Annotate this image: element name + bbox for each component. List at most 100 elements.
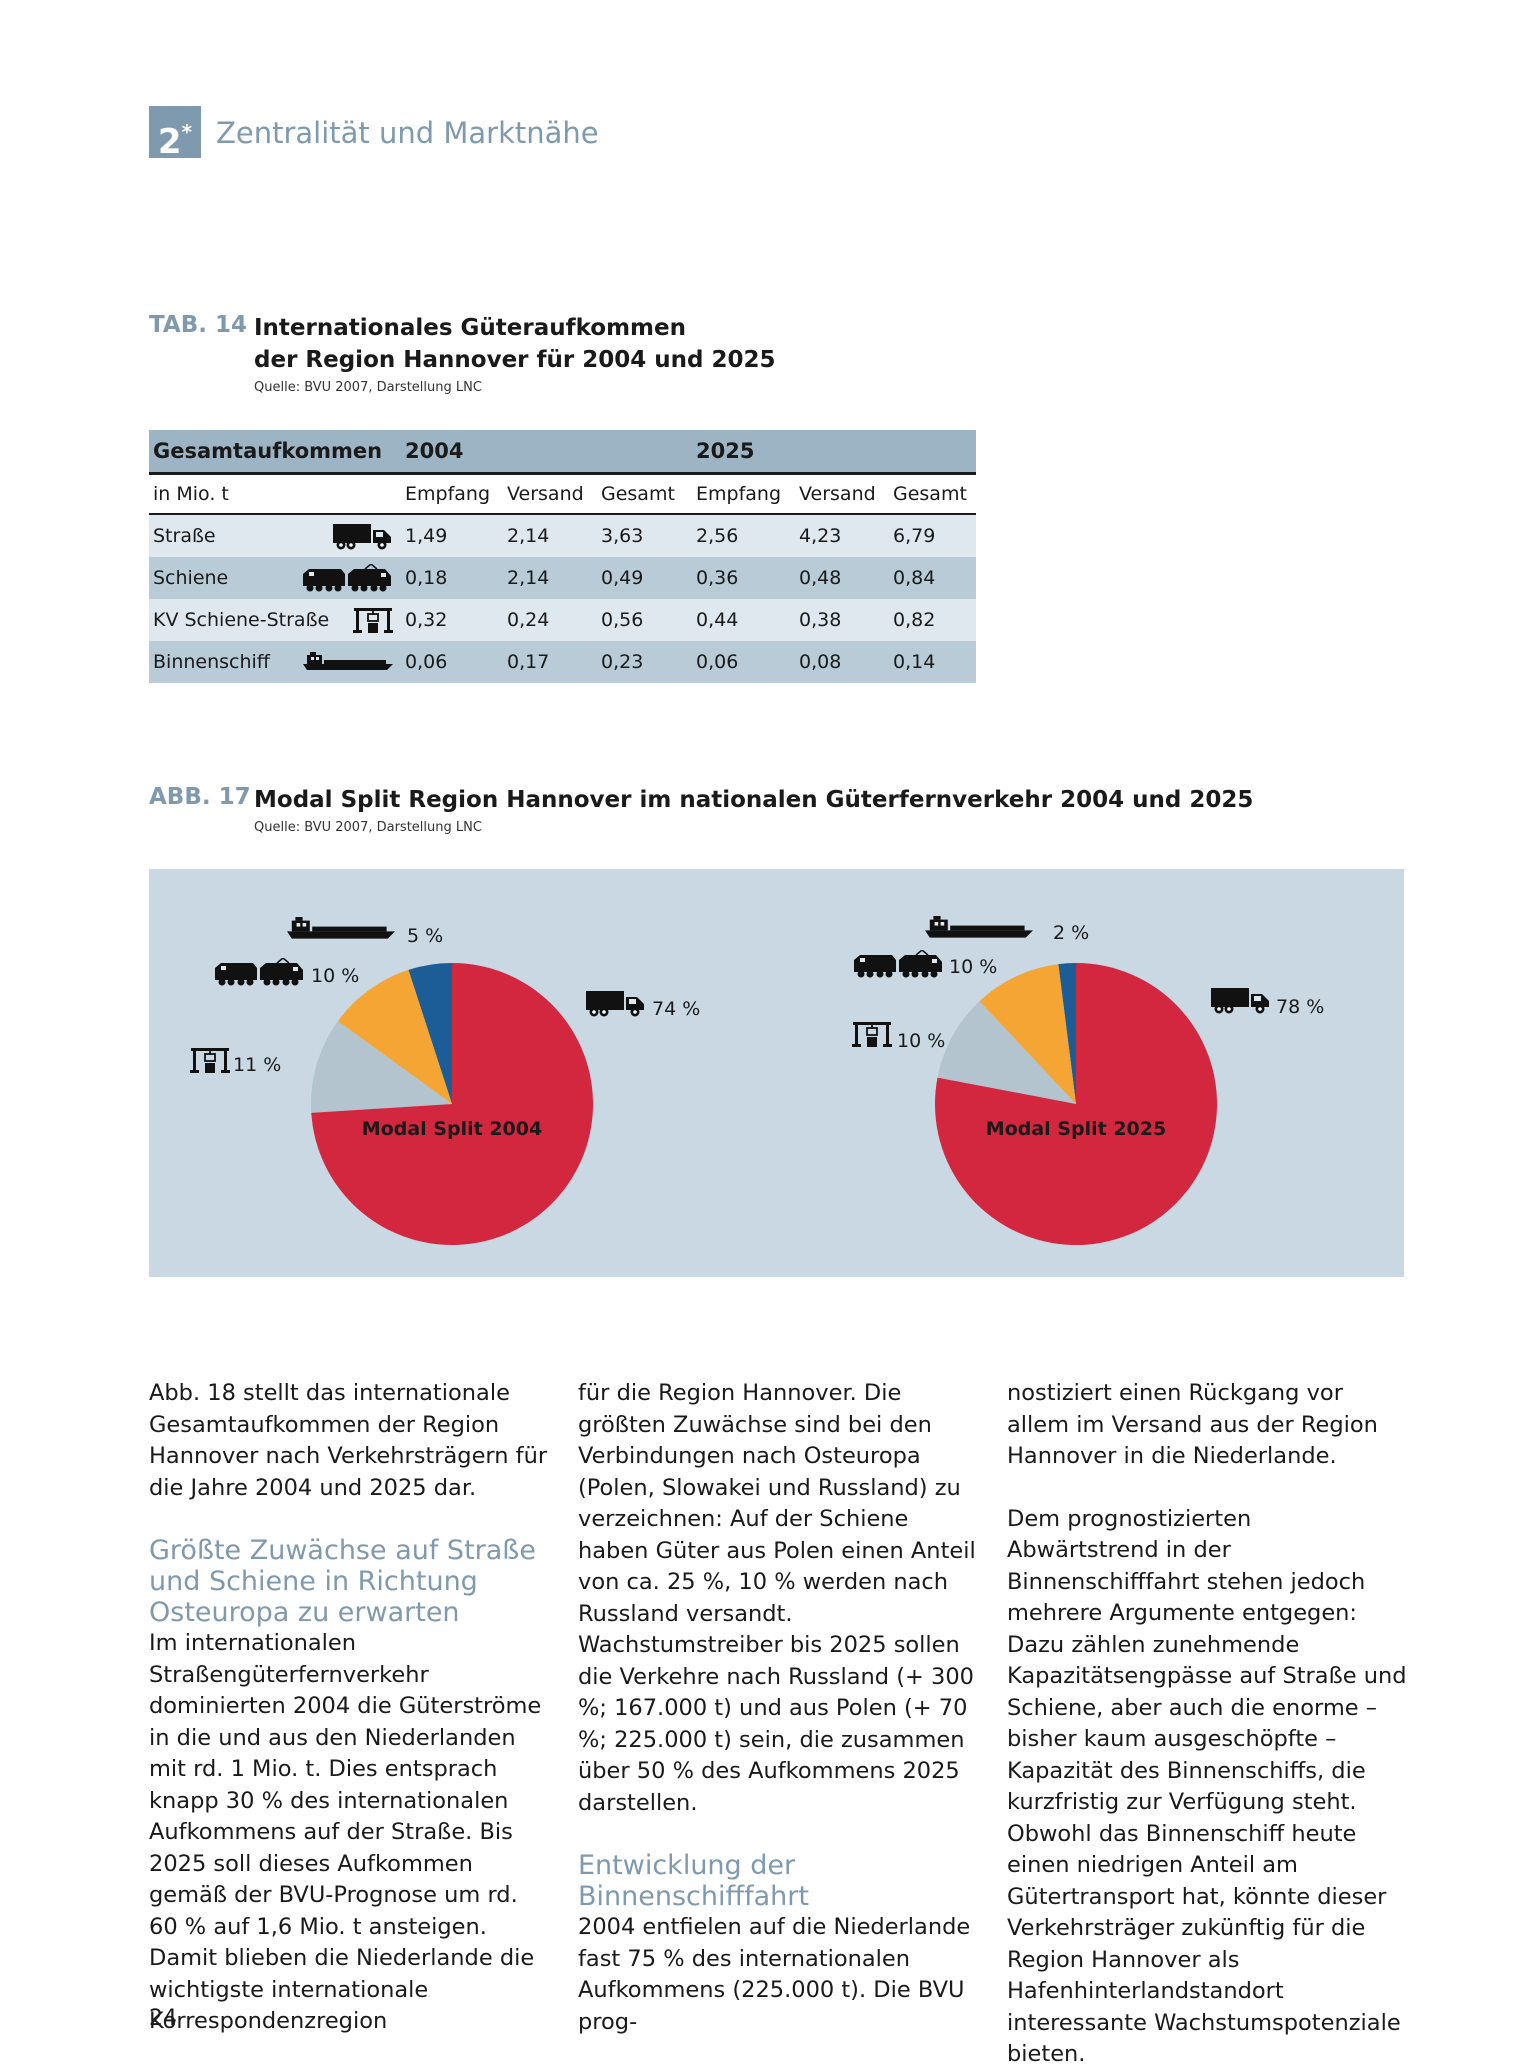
pie-2025 xyxy=(935,963,1217,1245)
table-cell: 0,17 xyxy=(503,641,597,683)
text-column-2: für die Region Hannover. Die größten Zuw… xyxy=(578,1378,978,2038)
section-heading-1: Größte Zuwächse auf Straße und Schiene i… xyxy=(149,1535,536,1628)
chapter-number-box: 2* xyxy=(149,106,201,162)
table-row: Binnenschiff 0,06 0,17 0,23 0,06 0,08 0,… xyxy=(149,641,976,683)
mode-label: Straße xyxy=(153,525,216,547)
table-cell: 3,63 xyxy=(597,514,692,557)
ship-icon xyxy=(303,652,393,672)
pie-2025-label-ship: 2 % xyxy=(1053,922,1089,944)
crane-icon xyxy=(852,1022,892,1047)
subheader-empfang-2025: Empfang xyxy=(692,473,795,515)
table-cell: 0,36 xyxy=(692,557,795,599)
mode-label: Binnenschiff xyxy=(153,651,270,673)
pie-slice-ship xyxy=(408,963,452,1104)
table-source: Quelle: BVU 2007, Darstellung LNC xyxy=(254,380,482,395)
pie-slice-train xyxy=(979,964,1076,1104)
pie-2004 xyxy=(311,963,593,1245)
modal-split-figure: Modal Split 2004 5 % 10 % 11 % 74 % Moda… xyxy=(149,869,1404,1277)
crane-icon xyxy=(190,1048,230,1073)
table-cell: 0,24 xyxy=(503,599,597,641)
mode-cell: Binnenschiff xyxy=(149,641,401,683)
table-title-line2: der Region Hannover für 2004 und 2025 xyxy=(254,347,776,373)
table-row: Schiene 0,18 2,14 0,49 0,36 0,48 0,84 xyxy=(149,557,976,599)
pie-2004-label-train: 10 % xyxy=(311,965,359,987)
figure-label: ABB. 17 xyxy=(149,784,251,810)
subheader-empfang-2004: Empfang xyxy=(401,473,503,515)
table-label: TAB. 14 xyxy=(149,312,247,338)
table-cell: 0,14 xyxy=(889,641,976,683)
chapter-number: 2 xyxy=(157,122,182,162)
modal-split-chart: Modal Split 2004 5 % 10 % 11 % 74 % Moda… xyxy=(149,869,1324,1245)
figure-title: Modal Split Region Hannover im nationale… xyxy=(254,787,1254,813)
subheader-versand-2025: Versand xyxy=(795,473,889,515)
train-icon xyxy=(215,958,303,986)
text-column-3: nostiziert einen Rückgang vor allem im V… xyxy=(1007,1378,1407,2071)
table-cell: 4,23 xyxy=(795,514,889,557)
pie-2025-label-crane: 10 % xyxy=(897,1030,945,1052)
subheader-gesamt-2004: Gesamt xyxy=(597,473,692,515)
table-cell: 0,38 xyxy=(795,599,889,641)
table-cell: 0,08 xyxy=(795,641,889,683)
truck-icon xyxy=(1211,988,1269,1014)
chapter-title: Zentralität und Marktnähe xyxy=(216,116,599,150)
mode-cell: Schiene xyxy=(149,557,401,599)
table-row: Straße 1,49 2,14 3,63 2,56 4,23 6,79 xyxy=(149,514,976,557)
figure-caption: Modal Split Region Hannover im nationale… xyxy=(254,784,1253,835)
truck-icon xyxy=(586,991,644,1017)
table-cell: 0,06 xyxy=(401,641,503,683)
pie-2004-label-crane: 11 % xyxy=(233,1054,281,1076)
pie-slice-crane xyxy=(937,1001,1076,1104)
freight-table: Gesamtaufkommen 2004 2025 in Mio. t Empf… xyxy=(149,430,976,683)
table-cell: 2,56 xyxy=(692,514,795,557)
paragraph-binnenschiff-1: 2004 entfielen auf die Niederlande fast … xyxy=(578,1914,971,2035)
paragraph-osteuropa: für die Region Hannover. Die größten Zuw… xyxy=(578,1380,976,1816)
pie-slice-train xyxy=(337,969,452,1104)
intro-paragraph: Abb. 18 stellt das internationale Gesamt… xyxy=(149,1380,548,1501)
table-caption: Internationales Güteraufkommen der Regio… xyxy=(254,312,776,395)
truck-icon xyxy=(333,522,393,550)
pie-slice-ship xyxy=(1058,963,1076,1104)
ship-icon xyxy=(287,917,395,939)
section-heading-2: Entwicklung der Binnenschifffahrt xyxy=(578,1850,809,1912)
table-subheader-row: in Mio. t Empfang Versand Gesamt Empfang… xyxy=(149,473,976,515)
pie-2025-label-truck: 78 % xyxy=(1276,996,1324,1018)
table-cell: 0,82 xyxy=(889,599,976,641)
pie-2025-label-train: 10 % xyxy=(949,956,997,978)
mode-label: KV Schiene-Straße xyxy=(153,609,330,631)
chapter-mark: * xyxy=(181,120,193,144)
paragraph-binnenschiff-3: Dem prognostizierten Abwärtstrend in der… xyxy=(1007,1505,1407,2068)
header-year-2004: 2004 xyxy=(401,430,692,475)
header-year-2025: 2025 xyxy=(692,430,976,475)
subheader-unit: in Mio. t xyxy=(149,473,401,515)
table-cell: 2,14 xyxy=(503,514,597,557)
table-cell: 0,32 xyxy=(401,599,503,641)
ship-icon xyxy=(925,916,1033,938)
pie-2004-label-ship: 5 % xyxy=(407,925,443,947)
train-icon xyxy=(854,950,942,978)
table-cell: 0,49 xyxy=(597,557,692,599)
table-cell: 0,18 xyxy=(401,557,503,599)
table-cell: 2,14 xyxy=(503,557,597,599)
pie-slice-truck xyxy=(311,963,593,1245)
header-group: Gesamtaufkommen xyxy=(149,430,401,475)
table-cell: 0,44 xyxy=(692,599,795,641)
text-column-1: Abb. 18 stellt das internationale Gesamt… xyxy=(149,1378,549,2038)
table-cell: 0,23 xyxy=(597,641,692,683)
page-number: 24 xyxy=(149,2006,177,2031)
pie-2025-title: Modal Split 2025 xyxy=(986,1118,1166,1140)
pie-slice-truck xyxy=(935,963,1217,1245)
subheader-versand-2004: Versand xyxy=(503,473,597,515)
table-cell: 1,49 xyxy=(401,514,503,557)
pie-slice-crane xyxy=(311,1021,452,1113)
paragraph-straße: Im internationalen Straßengüterfernverke… xyxy=(149,1630,542,2034)
paragraph-binnenschiff-2: nostiziert einen Rückgang vor allem im V… xyxy=(1007,1380,1378,1469)
pie-2004-label-truck: 74 % xyxy=(652,998,700,1020)
mode-cell: Straße xyxy=(149,514,401,557)
figure-source: Quelle: BVU 2007, Darstellung LNC xyxy=(254,820,482,835)
table-cell: 0,56 xyxy=(597,599,692,641)
table-cell: 6,79 xyxy=(889,514,976,557)
mode-cell: KV Schiene-Straße xyxy=(149,599,401,641)
subheader-gesamt-2025: Gesamt xyxy=(889,473,976,515)
table-cell: 0,84 xyxy=(889,557,976,599)
crane-icon xyxy=(353,606,393,634)
